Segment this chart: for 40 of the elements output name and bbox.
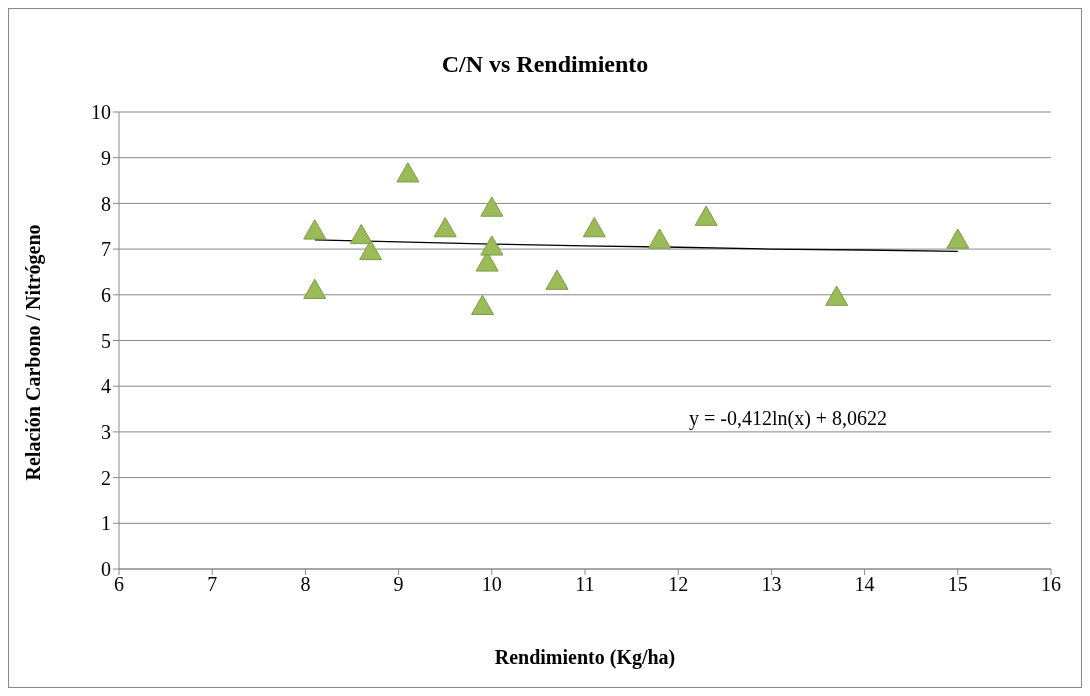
annotation: y = -0,412ln(x) + 8,0622 xyxy=(689,407,888,430)
y-tick-label: 0 xyxy=(101,558,111,581)
x-tick-label: 11 xyxy=(575,573,595,596)
chart-title: C/N vs Rendimiento xyxy=(440,51,650,78)
point xyxy=(545,269,569,290)
x-tick-label: 10 xyxy=(481,573,502,596)
y-tick-label: 3 xyxy=(101,421,111,443)
y-tick-label: 4 xyxy=(101,375,111,398)
point xyxy=(582,217,606,238)
y-tick-label: 6 xyxy=(101,283,111,306)
x-tick-label: 12 xyxy=(668,573,689,596)
point xyxy=(648,228,672,249)
x-tick-label: 13 xyxy=(761,573,782,596)
point xyxy=(303,219,327,240)
point xyxy=(480,196,504,217)
point xyxy=(303,278,327,299)
x-tick-label: 16 xyxy=(1041,573,1061,596)
y-tick-label: 8 xyxy=(101,192,111,215)
point xyxy=(396,162,420,183)
point xyxy=(946,228,970,249)
point xyxy=(470,294,494,315)
point xyxy=(349,223,373,245)
point xyxy=(480,235,504,256)
point xyxy=(359,239,383,261)
x-tick-label: 15 xyxy=(947,573,968,596)
x-axis-title: Rendimiento (Kg/ha) xyxy=(494,646,676,669)
y-tick-label: 2 xyxy=(101,466,111,489)
x-tick-label: 14 xyxy=(854,573,875,596)
y-axis-title: Relación Carbono / Nitrógeno xyxy=(22,224,46,481)
y-tick-label: 10 xyxy=(91,101,111,124)
point xyxy=(694,205,718,226)
y-tick-label: 7 xyxy=(101,238,111,261)
x-tick-label: 9 xyxy=(393,573,404,596)
x-tick-label: 7 xyxy=(207,573,218,596)
y-tick-label: 5 xyxy=(101,329,111,352)
y-tick-label: 9 xyxy=(101,146,111,169)
point xyxy=(825,285,849,306)
y-tick-label: 1 xyxy=(101,512,111,535)
x-tick-label: 8 xyxy=(300,573,311,596)
point xyxy=(433,217,457,238)
